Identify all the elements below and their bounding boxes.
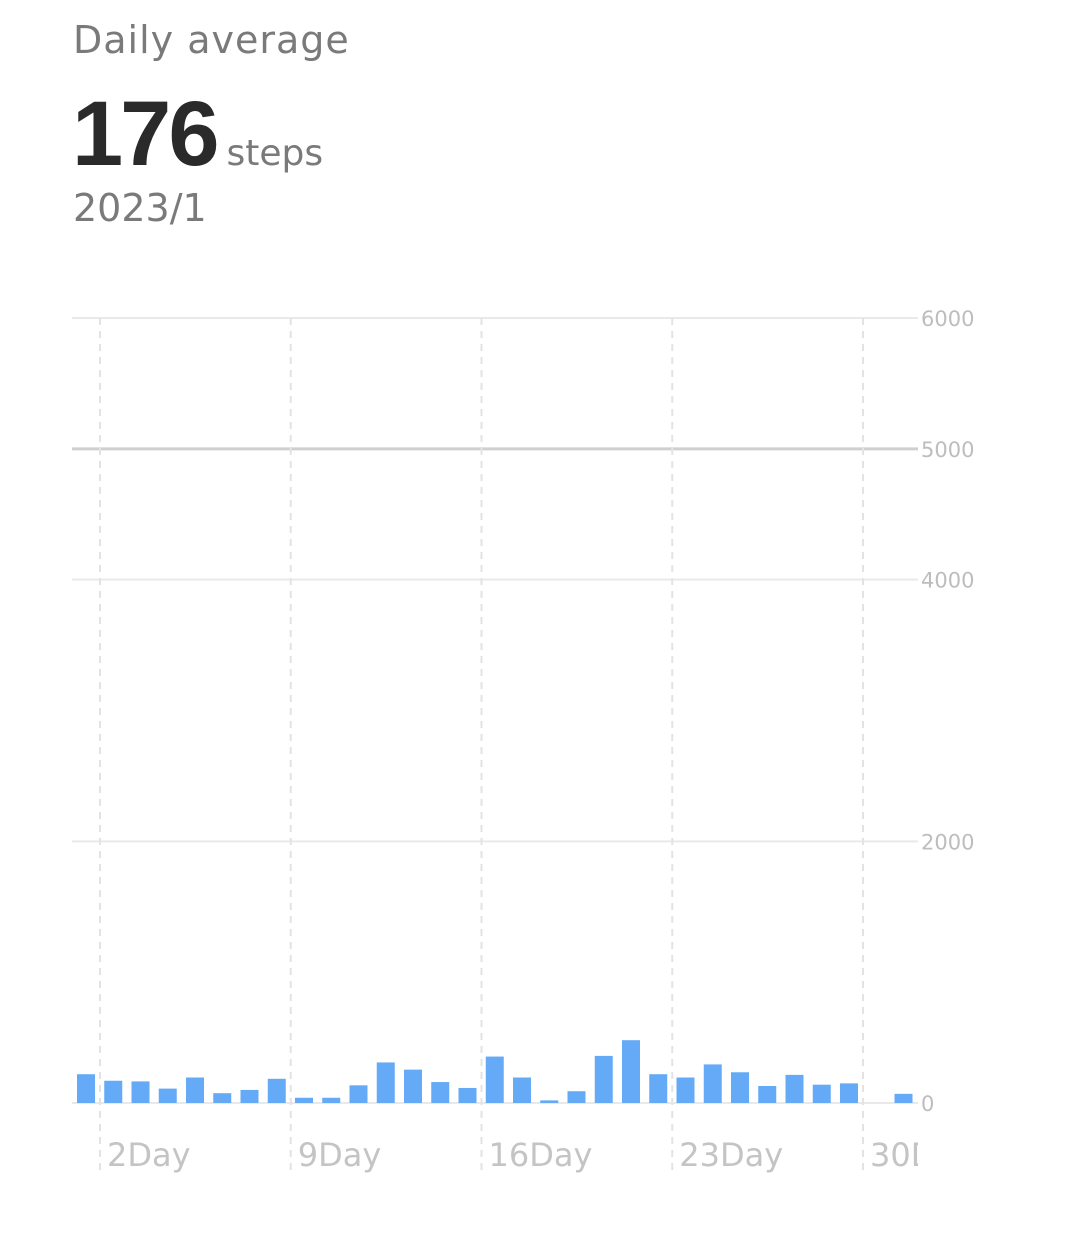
bar-day-16[interactable]	[485, 1056, 504, 1103]
bar-day-29[interactable]	[840, 1083, 858, 1103]
x-axis-ticks: 2Day 9Day 16Day 23Day 30D	[107, 1136, 935, 1174]
x-tick-label: 9Day	[298, 1136, 382, 1174]
bar-day-17[interactable]	[513, 1077, 531, 1103]
period-label[interactable]: 2023/1	[73, 186, 207, 230]
bar-day-5[interactable]	[186, 1077, 204, 1103]
bar-day-2[interactable]	[104, 1080, 123, 1103]
y-tick-label: 5000	[921, 438, 974, 462]
bar-day-13[interactable]	[404, 1069, 422, 1103]
bar-day-26[interactable]	[758, 1085, 777, 1103]
bar-day-20[interactable]	[594, 1055, 613, 1103]
bar-day-21[interactable]	[622, 1040, 640, 1103]
x-tick-label: 16Day	[489, 1136, 593, 1174]
bar-day-1[interactable]	[77, 1074, 95, 1103]
bar-day-15[interactable]	[458, 1087, 477, 1103]
bar-day-22[interactable]	[649, 1074, 668, 1103]
x-tick-label: 30D	[870, 1136, 935, 1174]
y-tick-label: 2000	[921, 830, 974, 854]
daily-average-value-row: 176 steps	[72, 82, 323, 187]
y-tick-label: 4000	[921, 569, 974, 593]
bar-day-25[interactable]	[731, 1072, 749, 1103]
chart-grid	[72, 317, 918, 1172]
chart-title: Daily average	[73, 18, 350, 62]
bar-day-8[interactable]	[267, 1078, 286, 1103]
bar-day-6[interactable]	[213, 1093, 232, 1103]
bar-day-14[interactable]	[431, 1082, 450, 1103]
bar-day-19[interactable]	[567, 1091, 586, 1103]
bar-day-27[interactable]	[785, 1074, 804, 1103]
bar-day-24[interactable]	[703, 1064, 722, 1103]
daily-average-value: 176	[72, 83, 219, 185]
steps-unit: steps	[226, 133, 324, 174]
y-tick-label: 6000	[921, 307, 974, 331]
chart-bars	[77, 1040, 913, 1103]
bar-day-23[interactable]	[676, 1077, 695, 1103]
bar-day-7[interactable]	[240, 1089, 259, 1103]
bar-day-9[interactable]	[295, 1097, 313, 1103]
bar-day-12[interactable]	[376, 1062, 395, 1103]
bar-day-31[interactable]	[894, 1093, 913, 1103]
bar-day-18[interactable]	[540, 1100, 559, 1103]
bar-day-4[interactable]	[158, 1088, 177, 1103]
bar-day-28[interactable]	[812, 1084, 831, 1103]
bar-day-10[interactable]	[322, 1097, 341, 1103]
x-tick-label: 2Day	[107, 1136, 191, 1174]
bar-day-3[interactable]	[131, 1081, 150, 1103]
y-tick-label: 0	[921, 1092, 934, 1116]
bar-day-11[interactable]	[349, 1085, 368, 1103]
y-axis-ticks: 0 2000 4000 5000 6000	[921, 307, 974, 1116]
x-tick-label: 23Day	[679, 1136, 783, 1174]
